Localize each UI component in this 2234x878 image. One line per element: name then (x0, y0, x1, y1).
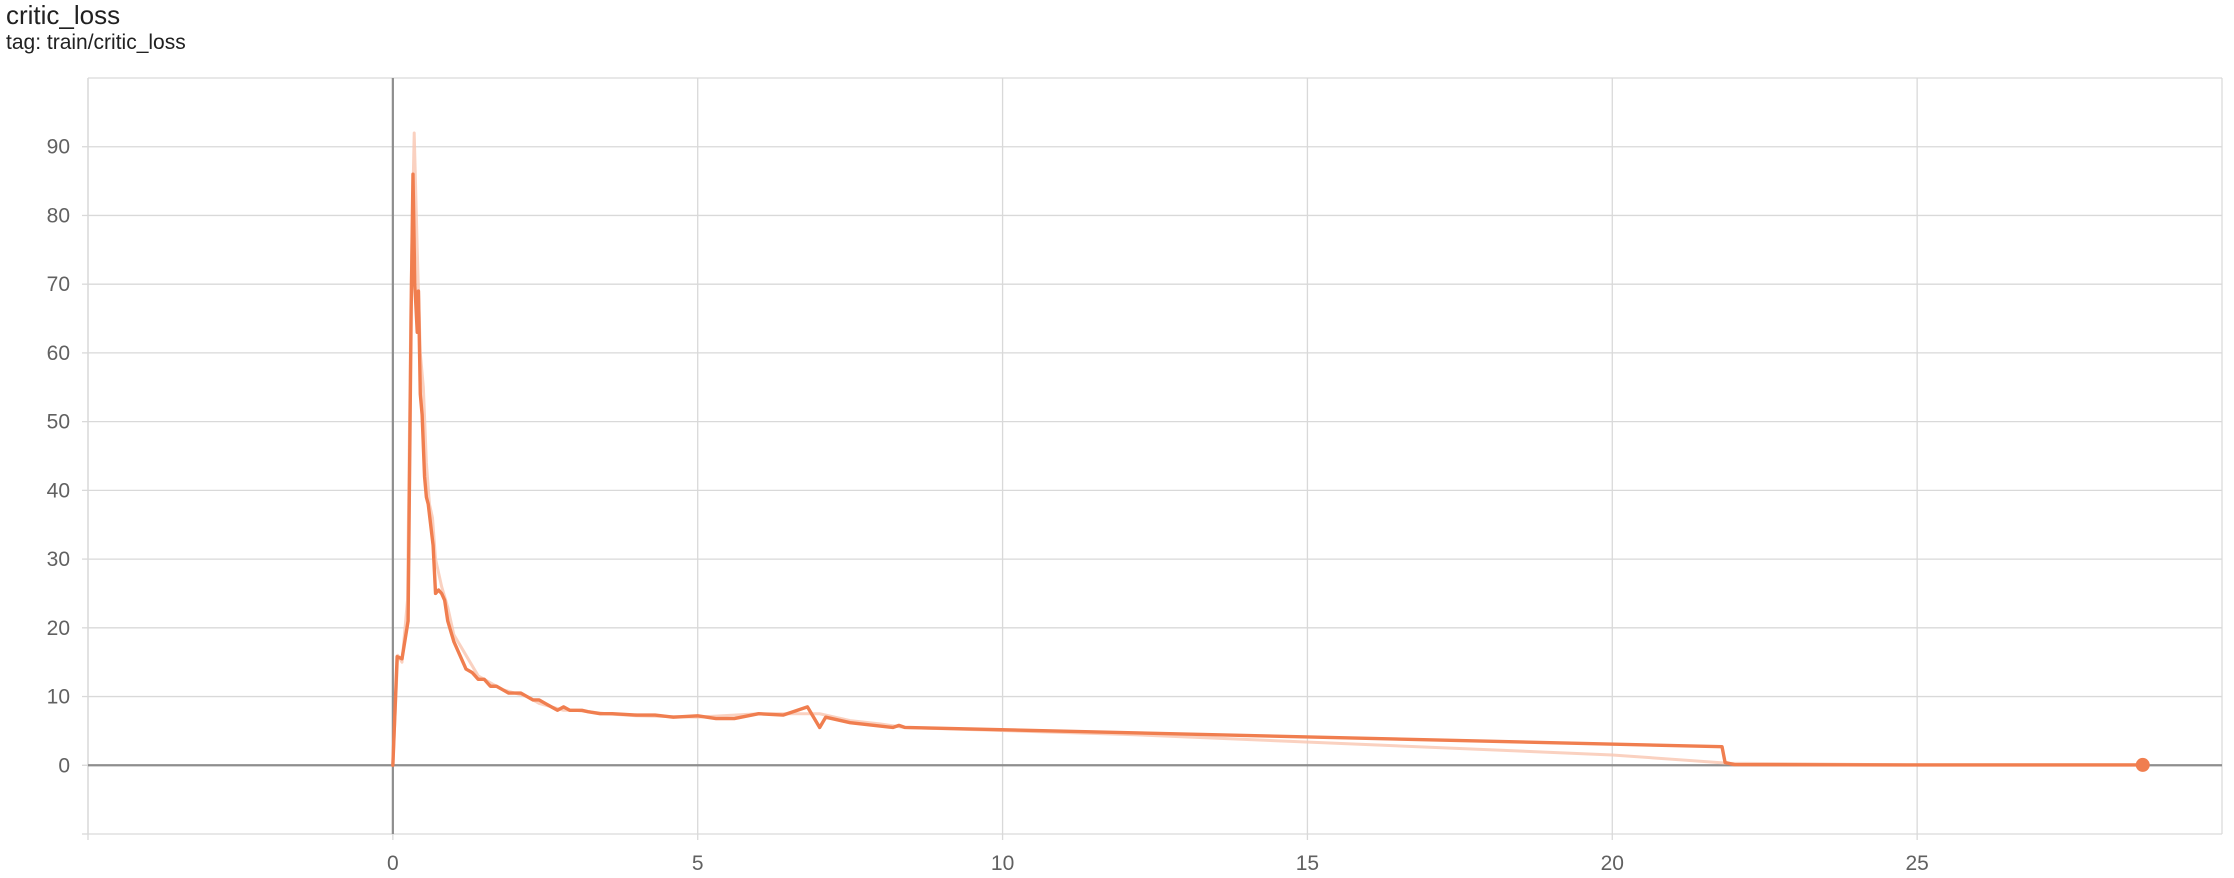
x-tick-label: 15 (1296, 852, 1319, 875)
y-tick-label: 70 (47, 273, 70, 296)
chart-subtitle: tag: train/critic_loss (6, 31, 186, 54)
y-tick-label: 90 (47, 136, 70, 159)
y-tick-label: 30 (47, 548, 70, 571)
y-tick-label: 60 (47, 342, 70, 365)
x-tick-label: 5 (692, 852, 704, 875)
y-tick-label: 10 (47, 686, 70, 709)
y-tick-label: 20 (47, 617, 70, 640)
series-smoothed-line[interactable] (391, 172, 2145, 767)
grid-layer (82, 77, 2223, 840)
series-end-marker[interactable] (2135, 757, 2150, 772)
y-tick-label: 40 (47, 479, 70, 502)
x-tick-label: 10 (991, 852, 1014, 875)
x-tick-label: 25 (1905, 852, 1928, 875)
x-tick-label: 0 (387, 852, 399, 875)
chart-title: critic_loss (6, 0, 121, 30)
series-layer (391, 131, 2150, 772)
y-tick-label: 0 (58, 754, 70, 777)
series-raw-line (391, 131, 2143, 767)
tick-label-layer: 0 10 20 30 40 50 60 70 80 90 0 5 10 15 20 25 (47, 136, 1929, 875)
y-tick-label: 50 (47, 411, 70, 434)
x-tick-label: 20 (1601, 852, 1624, 875)
y-tick-label: 80 (47, 204, 70, 227)
